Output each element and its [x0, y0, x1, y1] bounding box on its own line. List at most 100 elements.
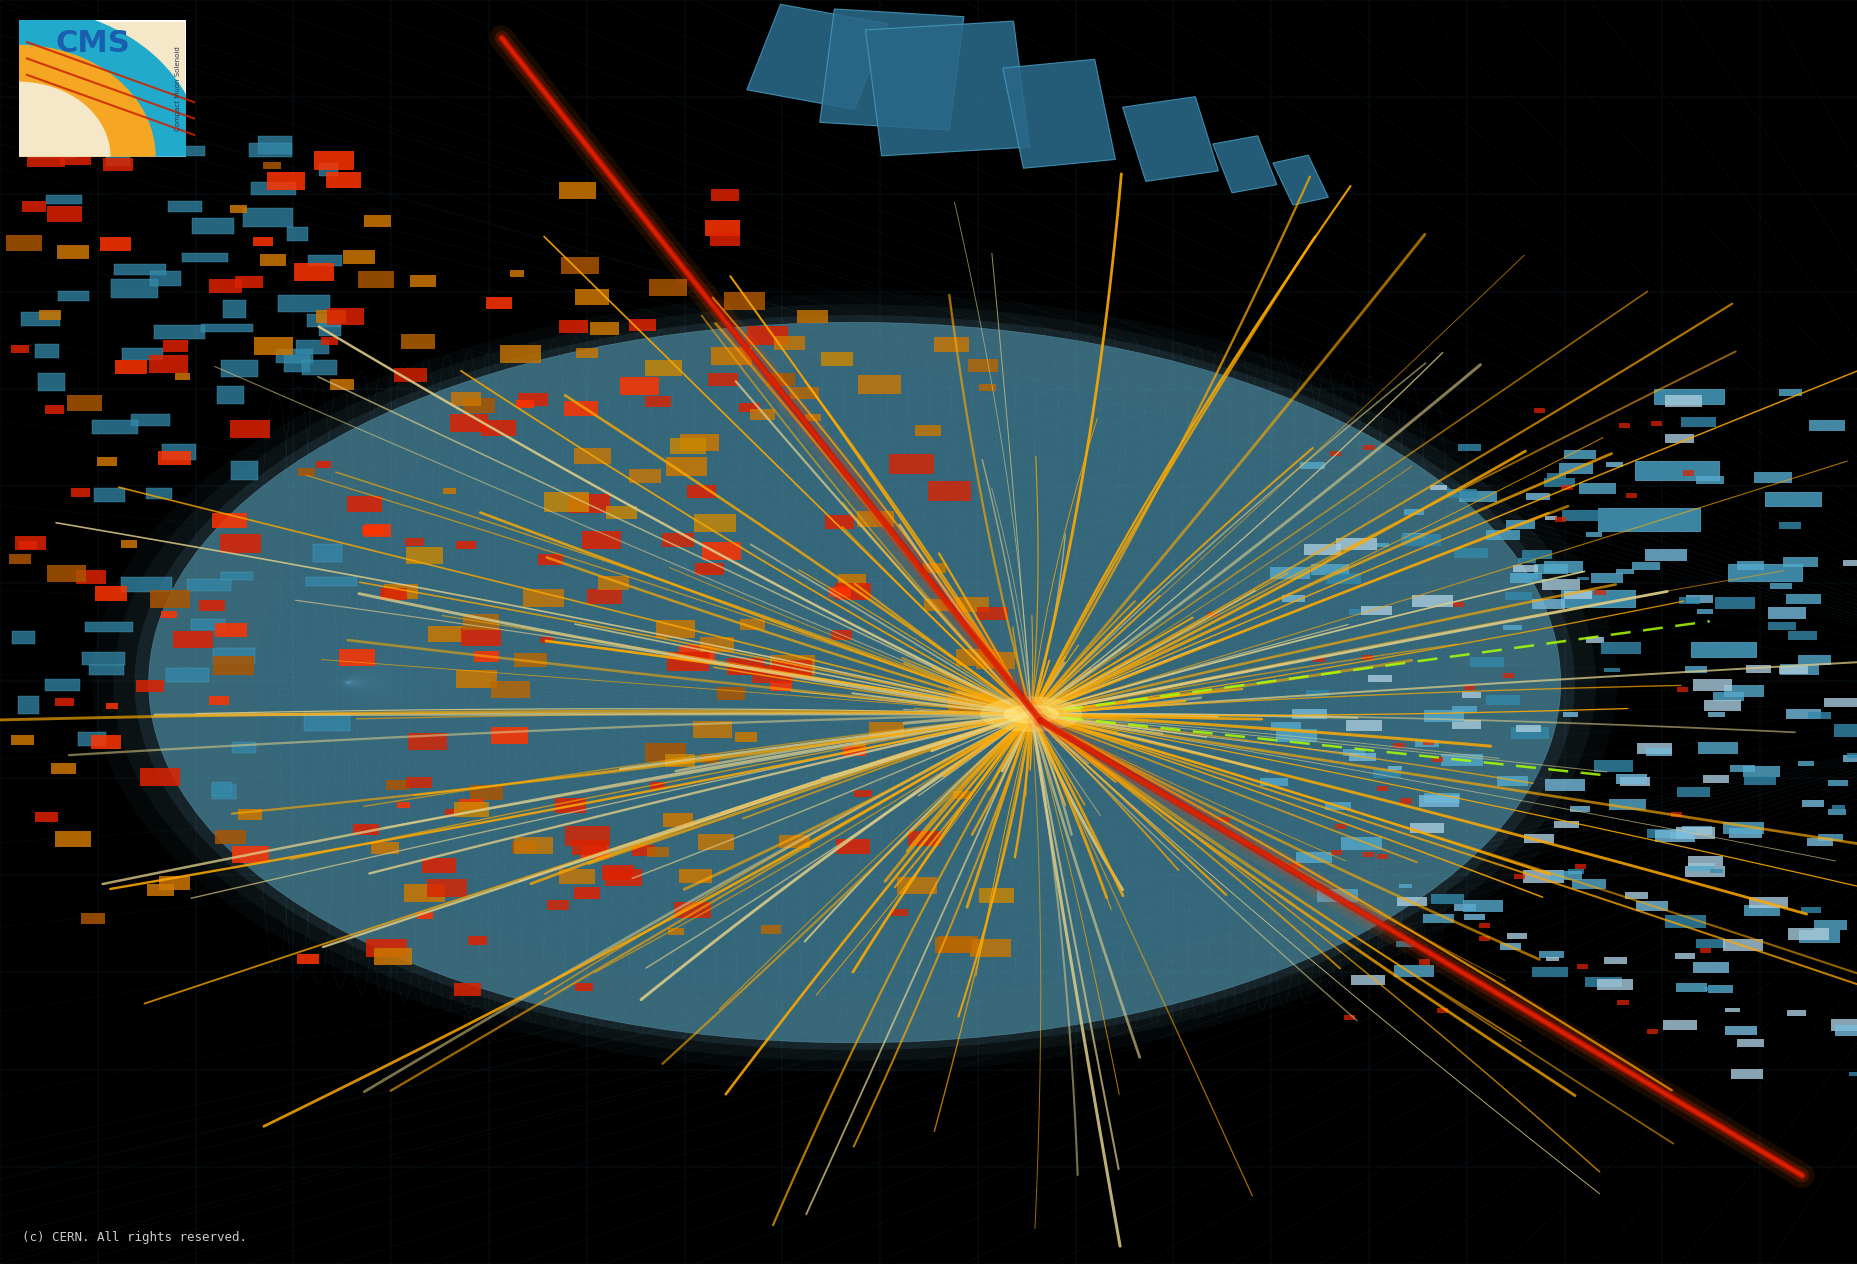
Bar — [26, 149, 65, 167]
Bar — [678, 868, 711, 884]
Bar — [1259, 779, 1287, 786]
Bar — [275, 349, 312, 363]
Bar — [1695, 939, 1723, 948]
Bar — [210, 278, 241, 293]
Bar — [154, 325, 204, 339]
Bar — [539, 637, 553, 643]
Bar — [1764, 492, 1820, 506]
Bar — [1682, 470, 1694, 475]
Bar — [1400, 799, 1411, 804]
Bar — [1770, 583, 1790, 589]
Bar — [1305, 690, 1328, 696]
Bar — [1545, 957, 1558, 961]
Bar — [1447, 489, 1476, 498]
Bar — [1662, 1020, 1695, 1030]
Bar — [856, 511, 893, 527]
Text: (c) CERN. All rights reserved.: (c) CERN. All rights reserved. — [22, 1231, 247, 1244]
Bar — [546, 900, 568, 910]
Bar — [1616, 569, 1632, 574]
Bar — [680, 434, 719, 451]
Bar — [854, 790, 871, 798]
Bar — [605, 506, 637, 520]
Bar — [1430, 895, 1463, 904]
Bar — [407, 777, 433, 789]
Bar — [1786, 632, 1816, 641]
Bar — [1396, 897, 1426, 906]
Bar — [1523, 834, 1554, 843]
Ellipse shape — [1003, 704, 1058, 723]
Bar — [771, 656, 813, 675]
Bar — [693, 513, 735, 532]
Bar — [1725, 1007, 1738, 1012]
Bar — [1291, 709, 1326, 719]
Bar — [1398, 884, 1411, 887]
Bar — [158, 876, 189, 890]
Bar — [650, 781, 665, 789]
Bar — [1799, 908, 1820, 913]
Bar — [1207, 612, 1218, 617]
Bar — [22, 201, 46, 212]
Bar — [1311, 564, 1348, 575]
Bar — [1664, 396, 1701, 407]
Bar — [1341, 837, 1382, 849]
Bar — [1708, 868, 1721, 872]
Bar — [35, 344, 59, 358]
Bar — [67, 396, 102, 411]
Bar — [646, 847, 669, 857]
Bar — [1409, 823, 1443, 833]
Bar — [631, 846, 656, 856]
Bar — [1590, 574, 1621, 583]
Bar — [59, 150, 91, 166]
Bar — [1675, 983, 1707, 992]
Wedge shape — [19, 82, 111, 157]
Bar — [1513, 873, 1525, 878]
Bar — [1684, 595, 1712, 603]
Bar — [516, 401, 533, 408]
Bar — [927, 482, 971, 501]
Bar — [1452, 602, 1463, 607]
Bar — [154, 138, 182, 155]
Bar — [95, 586, 126, 602]
Bar — [11, 734, 33, 746]
Bar — [667, 458, 708, 475]
Bar — [353, 824, 379, 836]
Bar — [319, 322, 342, 336]
Bar — [1619, 777, 1649, 786]
Ellipse shape — [980, 696, 1083, 732]
Bar — [457, 541, 475, 550]
Bar — [451, 392, 481, 406]
Bar — [1454, 904, 1476, 911]
Bar — [539, 554, 563, 565]
Bar — [760, 925, 780, 934]
Bar — [1686, 863, 1714, 871]
Bar — [1454, 549, 1487, 557]
Bar — [163, 340, 188, 351]
Bar — [1463, 914, 1484, 920]
Bar — [1543, 561, 1582, 573]
Bar — [258, 135, 292, 154]
Bar — [1835, 1025, 1857, 1036]
Bar — [769, 681, 791, 691]
Bar — [1317, 889, 1357, 901]
Bar — [1335, 538, 1376, 550]
Bar — [1554, 820, 1578, 828]
Bar — [1617, 422, 1629, 427]
Bar — [28, 139, 76, 158]
Bar — [522, 589, 565, 608]
Bar — [1461, 900, 1502, 911]
Bar — [1664, 915, 1705, 928]
Bar — [559, 182, 596, 198]
Bar — [1653, 389, 1723, 404]
Bar — [1361, 655, 1372, 660]
Bar — [1343, 1015, 1354, 1020]
FancyBboxPatch shape — [865, 21, 1029, 155]
Bar — [1422, 914, 1452, 923]
Bar — [45, 406, 63, 415]
Bar — [828, 586, 851, 597]
Bar — [230, 206, 247, 214]
Bar — [264, 162, 280, 169]
Bar — [1695, 609, 1712, 614]
Bar — [1380, 770, 1398, 776]
Bar — [1324, 803, 1350, 810]
Bar — [234, 276, 262, 288]
